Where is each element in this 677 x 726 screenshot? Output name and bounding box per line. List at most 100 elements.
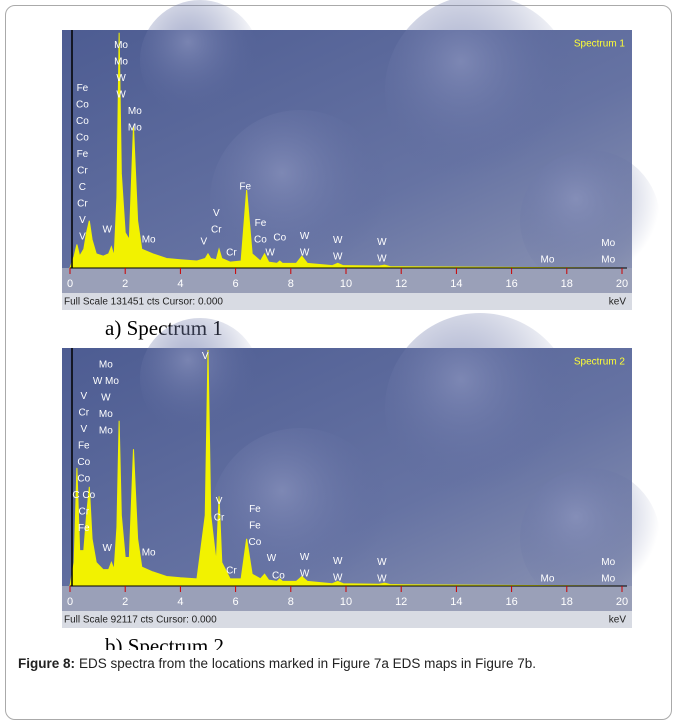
peak-label: Mo: [99, 409, 113, 420]
x-axis-label: keV: [609, 615, 627, 626]
peak-label: Co: [76, 133, 89, 144]
peak-label: C: [79, 182, 86, 193]
peak-label: W: [300, 231, 310, 242]
peak-label: Co: [76, 100, 89, 111]
peak-label: Mo: [541, 255, 555, 266]
peak-label: W: [377, 557, 387, 568]
peak-label: W: [333, 252, 343, 263]
x-tick-label: 10: [340, 278, 352, 290]
peak-label: W: [300, 248, 310, 259]
x-tick-label: 16: [505, 596, 517, 608]
spectrum-title: Spectrum 1: [574, 39, 626, 50]
peak-label: Mo: [541, 573, 555, 584]
peak-label: V: [216, 496, 223, 507]
peak-label: W: [116, 90, 126, 101]
x-tick-label: 8: [288, 596, 294, 608]
background-bubble: [385, 313, 575, 503]
peak-label: V: [80, 424, 87, 435]
peak-label: Cr: [214, 513, 225, 524]
peak-label: C Co: [72, 490, 95, 501]
peak-label: V: [80, 391, 87, 402]
x-tick-label: 14: [450, 596, 462, 608]
background-bubble: [140, 318, 260, 438]
peak-label: V: [202, 351, 209, 362]
background-bubble: [210, 428, 390, 608]
peak-label: Cr: [79, 407, 90, 418]
peak-label: Cr: [226, 566, 237, 577]
peak-label: V: [79, 232, 86, 243]
peak-label: W: [101, 393, 111, 404]
x-tick-label: 18: [561, 596, 573, 608]
background-bubble: [385, 0, 575, 185]
peak-label: V: [213, 208, 220, 219]
peak-label: Cr: [226, 248, 237, 259]
peak-label: W: [267, 553, 277, 564]
peak-label: Mo: [114, 57, 128, 68]
peak-label: Fe: [78, 440, 90, 451]
peak-label: Mo: [142, 235, 156, 246]
peak-label: Co: [254, 235, 267, 246]
x-tick-label: 6: [233, 278, 239, 290]
x-tick-label: 4: [177, 596, 183, 608]
peak-label: W: [377, 573, 387, 584]
peak-label: Mo: [99, 360, 113, 371]
axis-band: [62, 268, 632, 293]
x-tick-label: 12: [395, 596, 407, 608]
peak-label: Mo: [601, 238, 615, 249]
background-bubble: [520, 150, 660, 290]
peak-label: W: [103, 543, 113, 554]
x-tick-label: 18: [561, 278, 573, 290]
spectrum-line: [69, 350, 623, 587]
peak-label: W: [333, 572, 343, 583]
x-tick-label: 20: [616, 278, 628, 290]
peak-label: V: [79, 215, 86, 226]
peak-label: Fe: [77, 83, 89, 94]
peak-label: Mo: [601, 557, 615, 568]
subfigure-caption: b) Spectrum 2: [105, 634, 224, 650]
x-tick-label: 0: [67, 596, 73, 608]
peak-label: Mo: [142, 547, 156, 558]
peak-label: W: [265, 248, 275, 259]
peak-label: Cr: [77, 199, 88, 210]
peak-label: Co: [77, 457, 90, 468]
peak-label: W: [103, 225, 113, 236]
peak-label: W: [333, 235, 343, 246]
x-tick-label: 20: [616, 596, 628, 608]
background-bubble: [520, 468, 660, 608]
x-tick-label: 8: [288, 278, 294, 290]
footer-band: [62, 293, 632, 310]
peak-label: W: [300, 569, 310, 580]
peak-label: Co: [77, 473, 90, 484]
caption-label: Figure 8:: [18, 656, 76, 671]
peak-label: W: [300, 552, 310, 563]
peak-label: Co: [273, 233, 286, 244]
peak-label: W: [377, 254, 387, 265]
peak-label: Mo: [601, 573, 615, 584]
peak-label: Fe: [77, 149, 89, 160]
figure-caption: Figure 8: EDS spectra from the locations …: [18, 655, 658, 673]
x-tick-label: 4: [177, 278, 183, 290]
background-bubble: [210, 110, 390, 290]
peak-label: Co: [76, 116, 89, 127]
peak-label: W Mo: [93, 376, 120, 387]
x-tick-label: 16: [505, 278, 517, 290]
peak-label: Mo: [114, 40, 128, 51]
peak-label: Fe: [249, 521, 261, 532]
peak-label: Mo: [99, 426, 113, 437]
x-tick-label: 14: [450, 278, 462, 290]
x-axis-label: keV: [609, 297, 627, 308]
peak-label: W: [116, 73, 126, 84]
footer-text: Full Scale 131451 cts Cursor: 0.000: [64, 297, 223, 308]
x-tick-label: 12: [395, 278, 407, 290]
peak-label: Fe: [249, 504, 261, 515]
peak-label: Cr: [211, 225, 222, 236]
peak-label: Cr: [77, 166, 88, 177]
spectrum-title: Spectrum 2: [574, 357, 626, 368]
peak-label: Co: [249, 537, 262, 548]
peak-label: Co: [272, 570, 285, 581]
peak-label: W: [333, 556, 343, 567]
footer-band: [62, 611, 632, 628]
peak-label: V: [201, 237, 208, 248]
